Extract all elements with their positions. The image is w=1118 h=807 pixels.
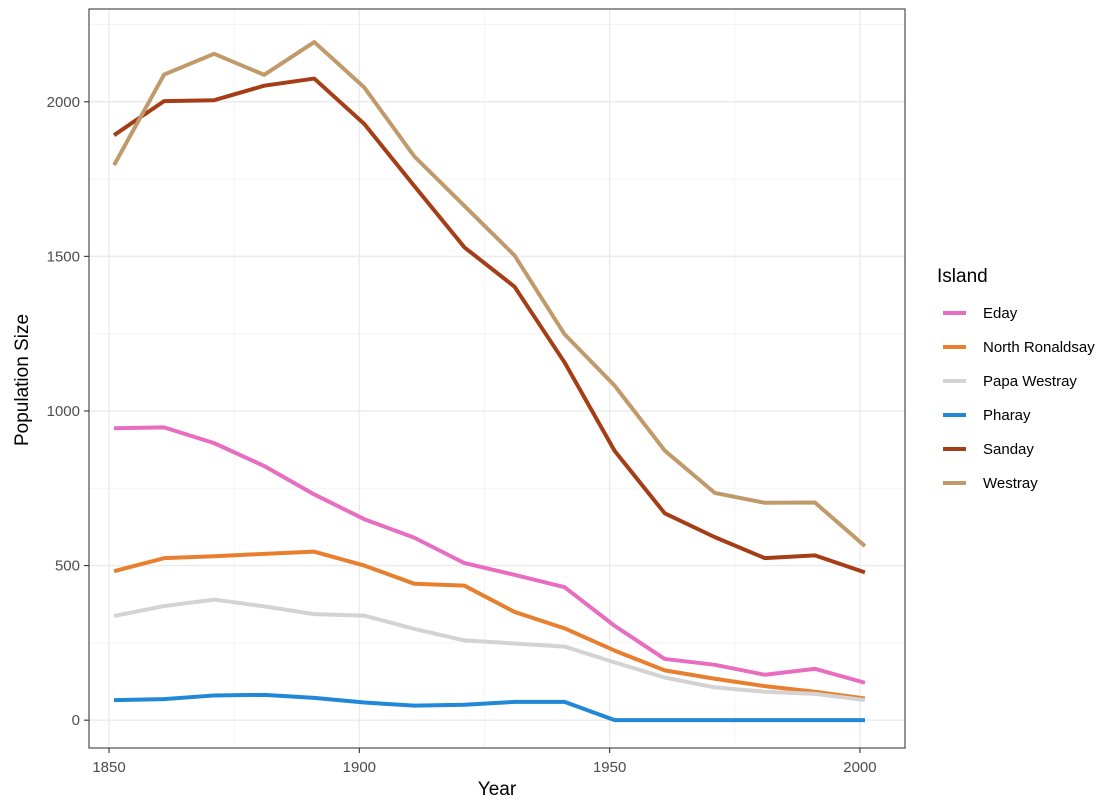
legend-item: Papa Westray — [943, 373, 1077, 390]
y-tick-label: 2000 — [47, 94, 80, 111]
legend-item: Pharay — [943, 407, 1031, 424]
series-line-pharay — [113, 692, 865, 723]
x-tick-label: 1900 — [343, 759, 376, 776]
legend-label: Westray — [983, 475, 1038, 492]
x-tick-label: 2000 — [843, 759, 876, 776]
y-tick-label: 500 — [55, 558, 80, 575]
y-tick-label: 0 — [72, 712, 80, 729]
legend-item: North Ronaldsay — [943, 339, 1095, 356]
legend-label: Eday — [983, 305, 1018, 322]
series-line-westray — [112, 40, 867, 548]
series-line-eday — [113, 425, 866, 685]
x-tick-label: 1950 — [593, 759, 626, 776]
panel-background — [89, 9, 905, 748]
legend-label: Papa Westray — [983, 373, 1077, 390]
y-axis-title: Population Size — [12, 314, 33, 446]
legend: Island Eday North Ronaldsay Papa Westray Ph… — [937, 266, 1095, 492]
legend-item: Eday — [943, 305, 1018, 322]
legend-label: Sanday — [983, 441, 1034, 458]
y-tick-label: 1500 — [47, 248, 80, 265]
x-axis-title: Year — [478, 779, 517, 800]
series-line-north-ronaldsay — [113, 549, 866, 701]
series-line-papa-westray — [113, 597, 866, 703]
legend-item: Westray — [943, 475, 1038, 492]
legend-item: Sanday — [943, 441, 1034, 458]
series-lines — [112, 40, 867, 723]
series-line-sanday — [112, 76, 866, 575]
panel-border — [88, 8, 906, 749]
grid-minor — [89, 9, 905, 748]
x-axis: 1850 1900 1950 2000 — [92, 748, 877, 776]
x-tick-label: 1850 — [92, 759, 125, 776]
y-tick-label: 1000 — [47, 403, 80, 420]
legend-label: Pharay — [983, 407, 1031, 424]
legend-label: North Ronaldsay — [983, 339, 1095, 356]
legend-title: Island — [937, 266, 988, 287]
y-axis: 0 500 1000 1500 2000 — [47, 94, 89, 729]
